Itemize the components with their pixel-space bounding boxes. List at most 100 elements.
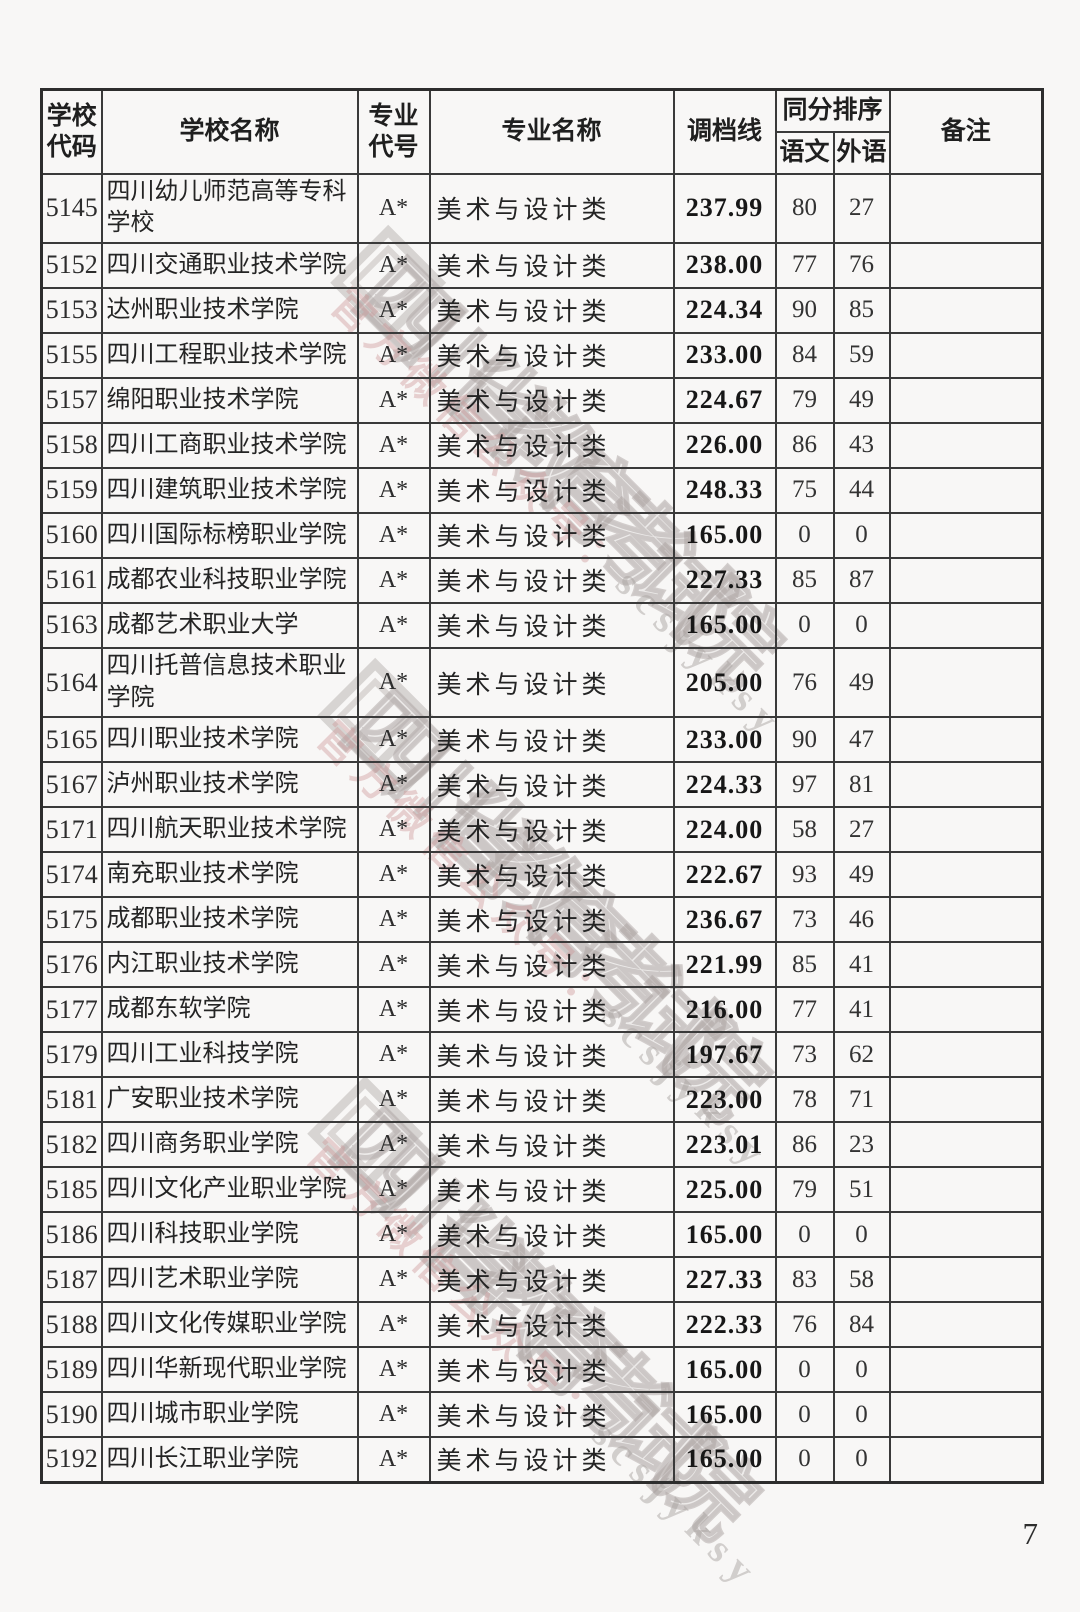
school-name-cell: 四川商务职业学院 [100, 1121, 359, 1169]
school-name-cell: 南充职业技术学院 [100, 851, 359, 899]
cutoff-cell: 226.00 [672, 421, 777, 469]
foreign-score-cell: 62 [832, 1031, 891, 1079]
remark-cell [888, 1031, 1044, 1079]
cutoff-cell: 227.33 [672, 556, 777, 604]
foreign-score-cell: 49 [832, 376, 891, 424]
major-code-cell: A* [356, 601, 431, 649]
header-row-1: 学校代码 学校名称 专业代号 专业名称 调档线 同分排序 备注 [40, 88, 1044, 175]
cutoff-cell: 233.00 [672, 716, 777, 764]
chinese-score-cell: 80 [774, 172, 835, 244]
school-name-cell: 四川工程职业技术学院 [100, 331, 359, 379]
school-name-cell: 四川交通职业技术学院 [100, 241, 359, 289]
foreign-score-cell: 85 [832, 286, 891, 334]
table-row: 5159 四川建筑职业技术学院 A* 美术与设计类 248.33 75 44 [40, 466, 1044, 514]
table-row: 5187 四川艺术职业学院 A* 美术与设计类 227.33 83 58 [40, 1256, 1044, 1304]
header-cutoff: 调档线 [672, 88, 777, 175]
foreign-score-cell: 58 [832, 1256, 891, 1304]
foreign-score-cell: 0 [832, 1391, 891, 1439]
table-row: 5167 泸州职业技术学院 A* 美术与设计类 224.33 97 81 [40, 761, 1044, 809]
cutoff-cell: 165.00 [672, 1436, 777, 1484]
school-code-cell: 5163 [40, 601, 103, 649]
school-name-cell: 四川航天职业技术学院 [100, 806, 359, 854]
school-code-cell: 5164 [40, 646, 103, 719]
foreign-score-cell: 84 [832, 1301, 891, 1349]
cutoff-cell: 224.34 [672, 286, 777, 334]
remark-cell [888, 511, 1044, 559]
header-tiebreak: 同分排序 [774, 88, 891, 133]
chinese-score-cell: 85 [774, 556, 835, 604]
major-name-cell: 美术与设计类 [428, 1076, 675, 1124]
remark-cell [888, 986, 1044, 1034]
chinese-score-cell: 0 [774, 511, 835, 559]
school-name-cell: 四川文化产业职业学院 [100, 1166, 359, 1214]
school-name-cell: 广安职业技术学院 [100, 1076, 359, 1124]
school-name-cell: 四川城市职业学院 [100, 1391, 359, 1439]
table-row: 5158 四川工商职业技术学院 A* 美术与设计类 226.00 86 43 [40, 421, 1044, 469]
major-code-cell: A* [356, 511, 431, 559]
cutoff-cell: 238.00 [672, 241, 777, 289]
major-name-cell: 美术与设计类 [428, 1346, 675, 1394]
chinese-score-cell: 77 [774, 241, 835, 289]
cutoff-cell: 221.99 [672, 941, 777, 989]
major-code-cell: A* [356, 716, 431, 764]
school-code-cell: 5182 [40, 1121, 103, 1169]
cutoff-cell: 216.00 [672, 986, 777, 1034]
major-name-cell: 美术与设计类 [428, 941, 675, 989]
major-name-cell: 美术与设计类 [428, 986, 675, 1034]
remark-cell [888, 466, 1044, 514]
header-school-name: 学校名称 [100, 88, 359, 175]
cutoff-cell: 222.67 [672, 851, 777, 899]
school-code-cell: 5153 [40, 286, 103, 334]
remark-cell [888, 1346, 1044, 1394]
cutoff-cell: 233.00 [672, 331, 777, 379]
cutoff-cell: 165.00 [672, 1391, 777, 1439]
major-code-cell: A* [356, 286, 431, 334]
header-major-name: 专业名称 [428, 88, 675, 175]
major-name-cell: 美术与设计类 [428, 761, 675, 809]
school-code-cell: 5179 [40, 1031, 103, 1079]
major-name-cell: 美术与设计类 [428, 376, 675, 424]
table-row: 5152 四川交通职业技术学院 A* 美术与设计类 238.00 77 76 [40, 241, 1044, 289]
school-name-cell: 四川科技职业学院 [100, 1211, 359, 1259]
foreign-score-cell: 0 [832, 1436, 891, 1484]
school-code-cell: 5192 [40, 1436, 103, 1484]
chinese-score-cell: 90 [774, 716, 835, 764]
school-name-cell: 内江职业技术学院 [100, 941, 359, 989]
foreign-score-cell: 27 [832, 172, 891, 244]
school-name-cell: 四川工业科技学院 [100, 1031, 359, 1079]
foreign-score-cell: 51 [832, 1166, 891, 1214]
cutoff-cell: 165.00 [672, 1346, 777, 1394]
remark-cell [888, 646, 1044, 719]
foreign-score-cell: 46 [832, 896, 891, 944]
school-name-cell: 四川工商职业技术学院 [100, 421, 359, 469]
foreign-score-cell: 27 [832, 806, 891, 854]
major-code-cell: A* [356, 806, 431, 854]
table-row: 5175 成都职业技术学院 A* 美术与设计类 236.67 73 46 [40, 896, 1044, 944]
table-row: 5145 四川幼儿师范高等专科学校 A* 美术与设计类 237.99 80 27 [40, 172, 1044, 244]
table-row: 5176 内江职业技术学院 A* 美术与设计类 221.99 85 41 [40, 941, 1044, 989]
table-row: 5155 四川工程职业技术学院 A* 美术与设计类 233.00 84 59 [40, 331, 1044, 379]
remark-cell [888, 1301, 1044, 1349]
school-name-cell: 四川艺术职业学院 [100, 1256, 359, 1304]
chinese-score-cell: 78 [774, 1076, 835, 1124]
chinese-score-cell: 79 [774, 376, 835, 424]
foreign-score-cell: 41 [832, 941, 891, 989]
chinese-score-cell: 73 [774, 896, 835, 944]
table-row: 5164 四川托普信息技术职业学院 A* 美术与设计类 205.00 76 49 [40, 646, 1044, 719]
table-row: 5188 四川文化传媒职业学院 A* 美术与设计类 222.33 76 84 [40, 1301, 1044, 1349]
school-code-cell: 5185 [40, 1166, 103, 1214]
major-name-cell: 美术与设计类 [428, 556, 675, 604]
table-row: 5160 四川国际标榜职业学院 A* 美术与设计类 165.00 0 0 [40, 511, 1044, 559]
remark-cell [888, 421, 1044, 469]
major-code-cell: A* [356, 1121, 431, 1169]
school-name-cell: 达州职业技术学院 [100, 286, 359, 334]
chinese-score-cell: 93 [774, 851, 835, 899]
remark-cell [888, 331, 1044, 379]
school-code-cell: 5160 [40, 511, 103, 559]
table-row: 5192 四川长江职业学院 A* 美术与设计类 165.00 0 0 [40, 1436, 1044, 1484]
foreign-score-cell: 44 [832, 466, 891, 514]
major-name-cell: 美术与设计类 [428, 1436, 675, 1484]
major-name-cell: 美术与设计类 [428, 1121, 675, 1169]
school-code-cell: 5176 [40, 941, 103, 989]
chinese-score-cell: 0 [774, 1346, 835, 1394]
